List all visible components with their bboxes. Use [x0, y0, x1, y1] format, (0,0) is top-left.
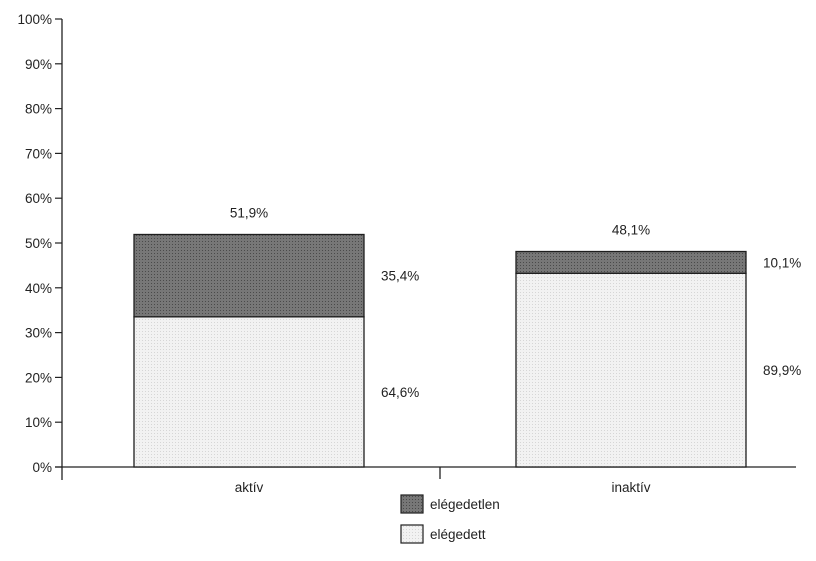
- bars: [133, 233, 747, 468]
- legend-swatch: [400, 524, 424, 544]
- legend-label: elégedetlen: [430, 497, 500, 512]
- segment-label: 64,6%: [381, 385, 419, 400]
- bar-segment-elgedett-1: [515, 272, 747, 468]
- legend-label: elégedett: [430, 527, 486, 542]
- segment-label: 35,4%: [381, 269, 419, 284]
- y-tick-label: 100%: [17, 12, 52, 27]
- y-tick-label: 70%: [25, 146, 52, 161]
- y-tick-label: 80%: [25, 102, 52, 117]
- x-tick-label: aktív: [235, 480, 264, 495]
- segment-label: 10,1%: [763, 255, 801, 270]
- data-labels: 64,6% 35,4% 51,9% 89,9% 10,1% 48,1%: [230, 205, 801, 399]
- legend-swatch: [400, 494, 424, 514]
- y-tick-label: 60%: [25, 191, 52, 206]
- bar-total-label: 48,1%: [612, 223, 650, 238]
- bar-total-label: 51,9%: [230, 205, 268, 220]
- bar-segment-elgedetlen-0: [133, 233, 365, 318]
- y-tick-label: 20%: [25, 370, 52, 385]
- y-tick-label: 40%: [25, 281, 52, 296]
- legend: elégedetlen elégedett: [400, 494, 500, 544]
- y-tick-label: 50%: [25, 236, 52, 251]
- y-tick-label: 10%: [25, 415, 52, 430]
- y-tick-label: 0%: [32, 460, 52, 475]
- x-tick-label: inaktív: [611, 480, 650, 495]
- y-tick-label: 30%: [25, 326, 52, 341]
- y-tick-label: 90%: [25, 57, 52, 72]
- segment-label: 89,9%: [763, 363, 801, 378]
- bar-segment-elgedetlen-1: [515, 250, 747, 274]
- bar-segment-elgedett-0: [133, 316, 365, 468]
